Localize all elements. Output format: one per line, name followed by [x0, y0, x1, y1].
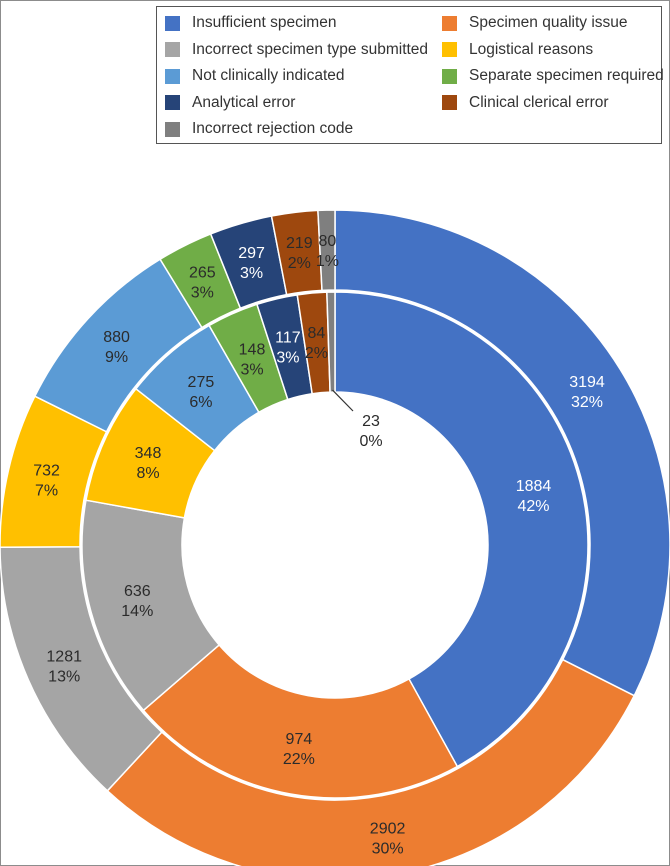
legend-swatch [442, 15, 457, 31]
legend-item-separate-specimen-required: Separate specimen required [442, 66, 664, 86]
inner-label-logistical-reasons-value: 348 [135, 445, 162, 462]
legend-item-not-clinically-indicated: Not clinically indicated [165, 66, 345, 86]
legend-swatch [165, 95, 180, 110]
legend-label: Clinical clerical error [469, 93, 609, 111]
legend-item-clinical-clerical-error: Clinical clerical error [442, 93, 609, 113]
outer-label-clinical-clerical-error-value: 219 [286, 235, 313, 252]
outer-label-analytical-error-percent: 3% [240, 265, 263, 282]
inner-label-incorrect-rejection-code-value: 23 [362, 413, 380, 430]
legend-item-analytical-error: Analytical error [165, 93, 295, 113]
outer-label-clinical-clerical-error-percent: 2% [288, 255, 311, 272]
legend-label: Logistical reasons [469, 40, 594, 58]
inner-label-incorrect-rejection-code-percent: 0% [359, 433, 382, 450]
legend-item-specimen-quality-issue: Specimen quality issue [442, 13, 628, 33]
inner-label-specimen-quality-issue-value: 974 [286, 731, 313, 748]
legend-label: Incorrect specimen type submitted [192, 40, 429, 58]
inner-label-analytical-error-value: 117 [275, 330, 301, 347]
legend-swatch [442, 42, 457, 57]
outer-label-separate-specimen-required-value: 265 [189, 264, 216, 281]
legend-label: Analytical error [192, 93, 296, 111]
inner-label-incorrect-specimen-type-submitted-value: 636 [124, 583, 151, 600]
outer-label-incorrect-rejection-code-value: 80 [319, 233, 337, 250]
legend-swatch [165, 68, 180, 84]
inner-label-specimen-quality-issue-percent: 22% [283, 751, 315, 768]
legend-item-insufficient-specimen: Insufficient specimen [165, 13, 336, 33]
legend-label: Not clinically indicated [192, 67, 345, 84]
inner-slice-insufficient-specimen [334, 291, 589, 768]
outer-label-insufficient-specimen-percent: 32% [571, 394, 603, 411]
legend-item-incorrect-rejection-code: Incorrect rejection code [165, 119, 353, 139]
outer-label-incorrect-specimen-type-submitted-percent: 13% [48, 668, 80, 685]
legend-label: Separate specimen required [469, 67, 664, 84]
outer-label-incorrect-rejection-code-percent: 1% [316, 253, 339, 270]
outer-label-analytical-error-value: 297 [238, 245, 265, 262]
inner-label-analytical-error-percent: 3% [276, 350, 299, 367]
inner-label-incorrect-rejection-code-leader [332, 389, 354, 412]
outer-label-specimen-quality-issue-value: 2902 [370, 820, 406, 837]
legend-item-incorrect-specimen-type-submitted: Incorrect specimen type submitted [165, 40, 428, 60]
legend-label: Incorrect rejection code [192, 120, 354, 137]
legend-swatch [442, 68, 457, 84]
outer-label-separate-specimen-required-percent: 3% [191, 284, 214, 301]
outer-label-specimen-quality-issue-percent: 30% [372, 840, 404, 857]
inner-label-clinical-clerical-error-percent: 2% [305, 345, 328, 362]
legend-item-logistical-reasons: Logistical reasons [442, 40, 593, 60]
outer-label-incorrect-specimen-type-submitted-value: 1281 [46, 648, 82, 665]
legend-swatch [165, 121, 180, 137]
inner-label-separate-specimen-required-percent: 3% [240, 362, 263, 379]
outer-label-not-clinically-indicated-value: 880 [103, 329, 130, 346]
inner-label-logistical-reasons-percent: 8% [136, 465, 159, 482]
legend-swatch [165, 15, 180, 31]
legend-swatch [442, 95, 457, 110]
outer-label-logistical-reasons-value: 732 [33, 463, 60, 480]
inner-label-not-clinically-indicated-value: 275 [188, 374, 215, 391]
inner-label-incorrect-specimen-type-submitted-percent: 14% [121, 603, 153, 620]
legend: Insufficient specimen Specimen quality is… [156, 6, 664, 144]
inner-label-insufficient-specimen-value: 1884 [516, 478, 552, 495]
legend-label: Insufficient specimen [192, 14, 337, 31]
legend-label: Specimen quality issue [469, 14, 628, 31]
outer-label-logistical-reasons-percent: 7% [35, 483, 58, 500]
outer-slice-incorrect-rejection-code [317, 209, 336, 292]
outer-label-not-clinically-indicated-percent: 9% [105, 349, 128, 366]
inner-label-separate-specimen-required-value: 148 [239, 342, 266, 359]
inner-label-not-clinically-indicated-percent: 6% [189, 394, 212, 411]
outer-slice-insufficient-specimen [334, 209, 670, 697]
inner-label-clinical-clerical-error-value: 84 [308, 325, 326, 342]
inner-label-insufficient-specimen-percent: 42% [517, 498, 549, 515]
outer-label-insufficient-specimen-value: 3194 [569, 374, 605, 391]
outer-slice-specimen-quality-issue [106, 658, 635, 866]
legend-swatch [165, 42, 180, 57]
inner-slice-specimen-quality-issue [142, 644, 459, 799]
